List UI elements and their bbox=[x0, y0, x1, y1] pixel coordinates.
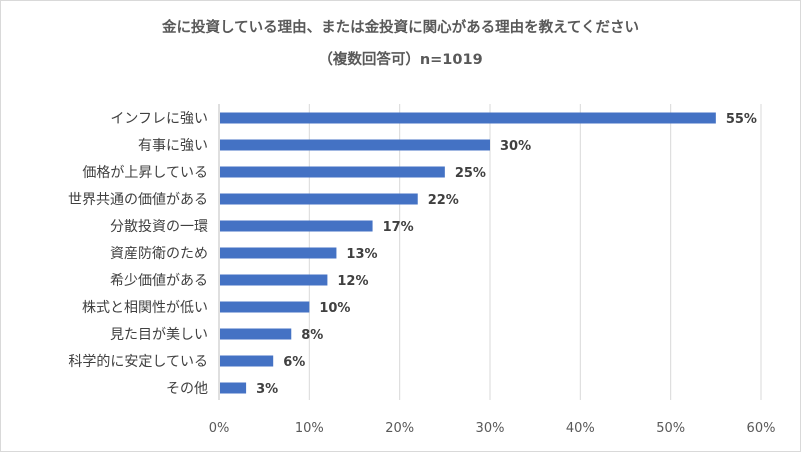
x-tick-label: 10% bbox=[295, 421, 324, 436]
data-label: 12% bbox=[337, 274, 368, 289]
bar bbox=[220, 139, 490, 151]
bar bbox=[220, 355, 274, 367]
x-tick-label: 50% bbox=[656, 421, 685, 436]
x-tick-label: 30% bbox=[476, 421, 505, 436]
bar bbox=[220, 220, 373, 232]
bar bbox=[220, 301, 310, 313]
category-label: 価格が上昇している bbox=[82, 165, 208, 181]
data-label: 8% bbox=[301, 328, 323, 343]
bar bbox=[220, 274, 328, 286]
bar bbox=[220, 382, 247, 394]
x-tick-label: 40% bbox=[566, 421, 595, 436]
x-tick-label: 60% bbox=[747, 421, 776, 436]
category-label: 希少価値がある bbox=[110, 273, 208, 289]
data-label: 10% bbox=[319, 301, 350, 316]
chart-subtitle: （複数回答可）n=1019 bbox=[318, 52, 483, 68]
data-label: 13% bbox=[346, 247, 377, 262]
category-label: 見た目が美しい bbox=[110, 327, 208, 343]
x-tick-label: 0% bbox=[209, 421, 230, 436]
category-label: 株式と相関性が低い bbox=[82, 300, 208, 316]
category-label: 科学的に安定している bbox=[68, 354, 208, 370]
category-label: インフレに強い bbox=[110, 111, 208, 127]
x-tick-label: 20% bbox=[385, 421, 414, 436]
bar bbox=[220, 166, 445, 178]
data-label: 25% bbox=[455, 166, 486, 181]
data-label: 30% bbox=[500, 139, 531, 154]
chart-title: 金に投資している理由、または金投資に関心がある理由を教えてください bbox=[162, 20, 639, 36]
category-label: 分散投資の一環 bbox=[110, 219, 208, 235]
category-label: 資産防衛のため bbox=[110, 246, 208, 262]
category-label: その他 bbox=[166, 381, 208, 397]
bar bbox=[220, 247, 337, 259]
category-label: 有事に強い bbox=[138, 138, 208, 154]
category-label: 世界共通の価値がある bbox=[68, 192, 208, 208]
bar bbox=[220, 112, 716, 124]
data-label: 3% bbox=[256, 382, 278, 397]
bar bbox=[220, 328, 292, 340]
bar bbox=[220, 193, 418, 205]
data-label: 6% bbox=[283, 355, 305, 370]
data-label: 22% bbox=[428, 193, 459, 208]
data-label: 17% bbox=[383, 220, 414, 235]
data-label: 55% bbox=[726, 112, 757, 127]
